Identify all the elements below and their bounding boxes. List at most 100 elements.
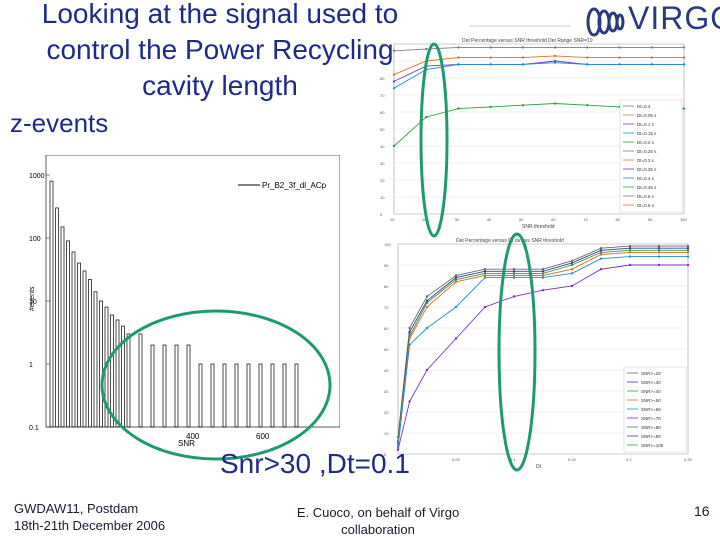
plot-xtick-label: 0.15: [568, 457, 577, 462]
legend-label: SNR>=20: [641, 371, 661, 376]
series-point: [454, 278, 458, 281]
footer-left: GWDAW11, Postdam 18th-21th December 2006: [14, 500, 165, 534]
plot-xtick-label: 0.25: [684, 457, 693, 462]
series-point: [586, 46, 589, 49]
plot-ytick-label: 20: [384, 410, 389, 415]
series-point: [599, 251, 603, 254]
series-point: [512, 272, 516, 275]
series-point: [454, 274, 458, 277]
slide-title: Looking at the signal used to control th…: [0, 0, 440, 104]
series-point: [586, 104, 589, 107]
histogram-legend: Pr_B2_3f_dl_ACp: [262, 181, 327, 190]
series-point: [512, 268, 516, 271]
series-point: [425, 295, 429, 298]
series-point: [541, 270, 545, 273]
histogram-ytick-label: 1000: [29, 173, 45, 180]
plot-xtick-label: 30: [454, 217, 459, 222]
series-point: [396, 448, 400, 451]
series-point: [599, 257, 603, 260]
top-plot-xlabel: SNR threshold: [522, 224, 555, 230]
series-point: [521, 104, 525, 107]
histogram-bar: [60, 226, 65, 428]
plot-xtick-label: 80: [616, 217, 621, 222]
legend-label: Dt=0.2 s: [637, 140, 655, 145]
plot-xtick-label: 40: [487, 217, 492, 222]
legend-label: SNR>=50: [641, 398, 661, 403]
footer-author-line-1: E. Cuoco, on behalf of Virgo: [296, 505, 460, 520]
bottom-plot-xlabel: Dt: [536, 464, 542, 470]
legend-label: Dt=0.3 s: [637, 158, 655, 163]
series-point: [618, 46, 621, 49]
series-point: [392, 80, 396, 83]
series-point: [570, 272, 574, 275]
plot-ytick-label: 90: [384, 263, 389, 268]
series-point: [553, 102, 557, 105]
series-point: [489, 56, 492, 59]
series-point: [425, 115, 428, 119]
histogram-ytick-label: 0.1: [29, 425, 39, 432]
series-point: [586, 56, 589, 59]
series-point: [512, 270, 516, 273]
series-point: [599, 247, 603, 250]
series-point: [408, 331, 411, 334]
series-point: [541, 274, 545, 277]
series-point: [408, 337, 411, 340]
series-point: [425, 368, 429, 372]
footer-conference: GWDAW11, Postdam: [14, 501, 139, 516]
histogram-bar: [93, 291, 98, 428]
title-line-2: control the Power Recycling: [46, 34, 394, 65]
subtitle-z-events: z-events: [10, 108, 109, 138]
plot-xtick-label: 50: [519, 217, 524, 222]
footer-dates: 18th-21th December 2006: [14, 518, 166, 533]
series-point: [618, 63, 621, 66]
series-point: [553, 61, 557, 64]
series-point: [586, 63, 589, 66]
histogram-ytick-label: 10: [29, 299, 37, 306]
series-point: [454, 276, 458, 279]
series-point: [682, 63, 686, 66]
histogram-bar: [55, 207, 59, 428]
legend-label: Dt=0.4: [637, 104, 651, 109]
series-point: [408, 326, 411, 330]
series-point: [408, 343, 411, 346]
histogram-xtick-600: 600: [256, 432, 270, 441]
legend-label: SNR>=100: [641, 443, 664, 448]
series-point: [570, 268, 574, 271]
plot-ytick-label: 80: [384, 284, 389, 289]
series-point: [425, 301, 429, 304]
plot-ytick-label: 40: [380, 144, 385, 149]
series-point: [457, 46, 460, 49]
series-point: [512, 276, 516, 279]
histogram-xlabel: SNR: [178, 439, 195, 447]
legend-label: SNR>=40: [641, 389, 661, 394]
series-point: [570, 259, 574, 262]
series-point: [408, 400, 411, 403]
plot-ytick-label: 30: [384, 389, 389, 394]
plot-ytick-label: 100: [384, 242, 391, 247]
plot-ytick-label: 90: [380, 59, 385, 64]
legend-label: Dt=0.5 s: [637, 203, 655, 208]
series-point: [425, 68, 428, 71]
series-point: [454, 305, 458, 309]
series-point: [650, 46, 653, 49]
plot-ytick-label: 10: [380, 195, 385, 200]
series-point: [541, 268, 545, 271]
series-point: [599, 268, 603, 271]
series-point: [392, 49, 396, 52]
legend-label: Dt=0.5 s: [637, 194, 655, 199]
legend-label: SNR>=80: [641, 425, 661, 430]
series-point: [657, 249, 661, 252]
series-point: [657, 251, 661, 254]
series-point: [682, 107, 686, 110]
plot-xtick-label: 20: [422, 217, 427, 222]
series-point: [541, 289, 545, 292]
series-point: [541, 272, 545, 275]
histogram-bar: [88, 279, 92, 428]
histogram-ytick-label: 100: [29, 236, 41, 243]
series-point: [425, 299, 429, 302]
virgo-logo: [470, 7, 625, 37]
series-point: [553, 54, 557, 58]
series-point: [457, 107, 460, 110]
series-point: [553, 59, 557, 63]
title-line-1: Looking at the signal used to: [41, 0, 399, 29]
